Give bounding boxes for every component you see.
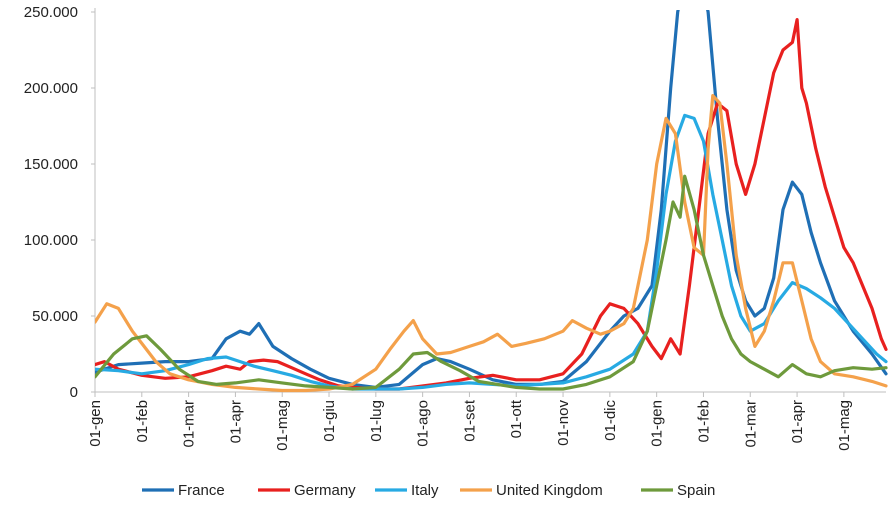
x-tick-label: 01-feb bbox=[134, 400, 151, 443]
x-tick-label: 01-set bbox=[461, 399, 478, 442]
legend-item-germany: Germany bbox=[258, 482, 356, 499]
y-tick-label: 250.000 bbox=[24, 4, 78, 21]
y-axis: 0 50.000 100.000 150.000 200.000 250.000 bbox=[24, 4, 96, 401]
x-tick-label: 01-mag bbox=[274, 400, 291, 451]
x-tick-label: 01-mar bbox=[181, 400, 198, 448]
legend-item-spain: Spain bbox=[641, 482, 715, 499]
x-tick-label: 01-apr bbox=[227, 400, 244, 443]
legend-label: Spain bbox=[677, 482, 715, 499]
legend-item-united-kingdom: United Kingdom bbox=[460, 482, 603, 499]
series-line-italy bbox=[95, 113, 888, 391]
x-tick-label: 01-nov bbox=[555, 400, 572, 446]
series-line-germany bbox=[95, 18, 888, 391]
y-tick-label: 0 bbox=[70, 384, 78, 401]
legend-item-france: France bbox=[142, 482, 225, 499]
y-tick-label: 150.000 bbox=[24, 156, 78, 173]
x-tick-label: 01-gen bbox=[87, 400, 104, 447]
x-tick-label: 01-ago bbox=[415, 400, 432, 447]
series-line-united-kingdom bbox=[95, 94, 888, 393]
legend: France Germany Italy United Kingdom Spain bbox=[142, 482, 715, 499]
x-axis: 01-gen 01-feb 01-mar 01-apr 01-mag 01-giu 01-l… bbox=[87, 391, 886, 451]
y-tick-label: 200.000 bbox=[24, 80, 78, 97]
legend-label: United Kingdom bbox=[496, 482, 603, 499]
x-tick-label: 01-lug bbox=[368, 400, 385, 442]
series-line-france bbox=[95, 10, 888, 389]
series-line-spain bbox=[95, 174, 888, 391]
legend-label: France bbox=[178, 482, 225, 499]
x-tick-label: 01-mag bbox=[836, 400, 853, 451]
legend-label: Italy bbox=[411, 482, 439, 499]
x-tick-label: 01-dic bbox=[602, 400, 619, 441]
plot-area bbox=[95, 10, 888, 393]
x-tick-label: 01-giu bbox=[321, 400, 338, 442]
x-tick-label: 01-gen bbox=[649, 400, 666, 447]
y-tick-label: 100.000 bbox=[24, 232, 78, 249]
x-tick-label: 01-feb bbox=[695, 400, 712, 443]
y-tick-label: 50.000 bbox=[32, 308, 78, 325]
legend-item-italy: Italy bbox=[375, 482, 439, 499]
x-tick-label: 01-ott bbox=[508, 399, 525, 438]
x-tick-label: 01-mar bbox=[742, 400, 759, 448]
legend-label: Germany bbox=[294, 482, 356, 499]
x-tick-label: 01-apr bbox=[789, 400, 806, 443]
